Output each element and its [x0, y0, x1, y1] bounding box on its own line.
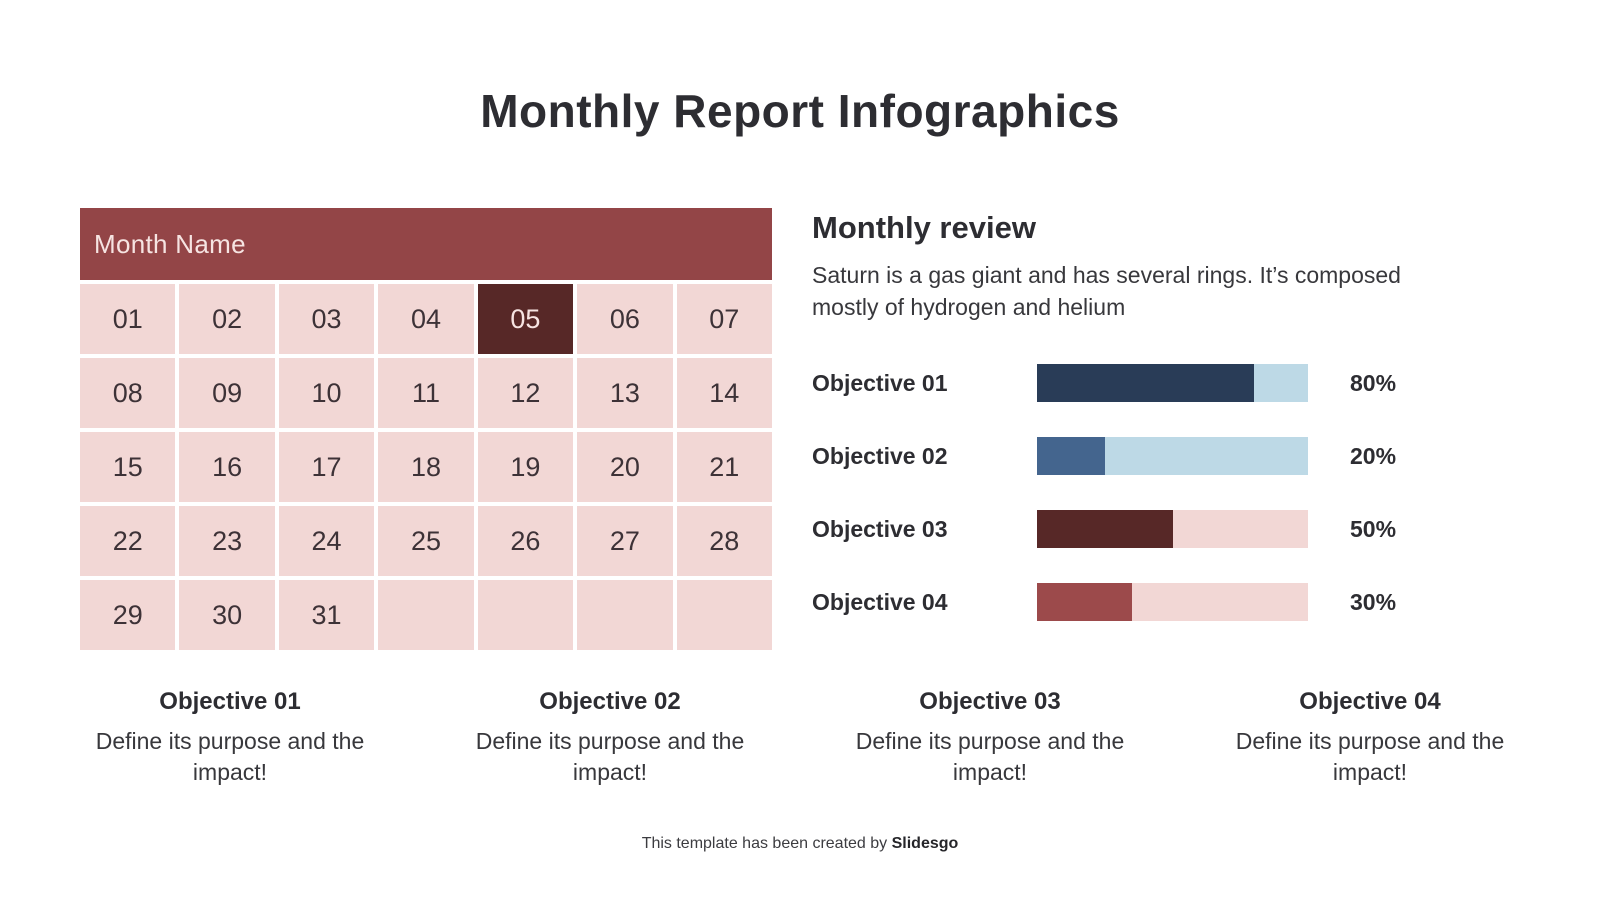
calendar-empty-cell: [577, 580, 673, 650]
footer-brand: Slidesgo: [891, 835, 959, 852]
objective-summary-description: Define its purpose and the impact!: [1235, 728, 1505, 786]
progress-bar-track: [1037, 510, 1308, 548]
calendar-day-cell: 30: [179, 580, 275, 650]
objective-summary-title: Objective 03: [919, 688, 1061, 715]
page-title: Monthly Report Infographics: [480, 85, 1120, 137]
footer-credit: This template has been created by Slides…: [0, 835, 1600, 853]
calendar-day-cell: 18: [378, 432, 474, 502]
calendar-day-cell: 06: [577, 284, 673, 354]
objective-summary-title: Objective 02: [539, 688, 681, 715]
calendar-empty-cell: [378, 580, 474, 650]
objective-bar-row: Objective 04 30%: [812, 583, 1452, 621]
calendar-day-cell: 31: [278, 580, 375, 650]
review-heading: Monthly review: [812, 210, 1036, 245]
calendar-day-cell: 21: [676, 432, 772, 502]
calendar-day-cell: 04: [378, 284, 474, 354]
progress-bar-track: [1037, 583, 1308, 621]
calendar-day-cell: 27: [577, 506, 673, 576]
progress-bar-track: [1037, 364, 1308, 402]
calendar-day-cell: 10: [278, 358, 375, 428]
calendar: Month Name 01 02 03 04 05 06 07 08 09 10 11 12 13 14 1…: [80, 208, 772, 650]
calendar-day-cell: 08: [80, 358, 176, 428]
objective-bar-row: Objective 02 20%: [812, 437, 1452, 475]
objective-summary-title: Objective 04: [1299, 688, 1441, 715]
objective-summary-description: Define its purpose and the impact!: [95, 728, 365, 786]
progress-bar-fill: [1037, 364, 1254, 402]
objective-summary: Objective 03 Define its purpose and the i…: [800, 688, 1180, 788]
progress-bar-fill: [1037, 437, 1105, 475]
calendar-day-cell: 23: [179, 506, 275, 576]
calendar-month-header: Month Name: [80, 208, 772, 280]
objective-summary: Objective 01 Define its purpose and the i…: [40, 688, 420, 788]
objective-bar-row: Objective 01 80%: [812, 364, 1452, 402]
calendar-day-cell: 16: [179, 432, 275, 502]
calendar-day-cell: 28: [676, 506, 772, 576]
calendar-day-cell: 17: [278, 432, 375, 502]
objective-summary: Objective 04 Define its purpose and the i…: [1180, 688, 1560, 788]
calendar-day-cell: 20: [577, 432, 673, 502]
calendar-day-cell: 11: [378, 358, 474, 428]
calendar-day-cell: 26: [477, 506, 574, 576]
footer-text: This template has been created by: [641, 835, 892, 852]
objective-progress-bars: Objective 01 80% Objective 02 20% Objective …: [812, 364, 1452, 656]
calendar-day-cell: 22: [80, 506, 176, 576]
objective-bar-label: Objective 04: [812, 588, 948, 615]
calendar-day-cell: 07: [676, 284, 772, 354]
calendar-empty-cell: [676, 580, 772, 650]
calendar-day-cell: 29: [80, 580, 176, 650]
objective-summary-description: Define its purpose and the impact!: [475, 728, 745, 786]
calendar-day-cell: 14: [676, 358, 772, 428]
objective-percent-value: 80%: [1350, 369, 1397, 396]
objective-summary-description: Define its purpose and the impact!: [855, 728, 1125, 786]
monthly-review-section: Monthly review Saturn is a gas giant and…: [812, 210, 1462, 323]
objective-summary: Objective 02 Define its purpose and the i…: [420, 688, 800, 788]
objective-percent-value: 20%: [1350, 442, 1397, 469]
calendar-day-cell: 01: [80, 284, 176, 354]
calendar-day-cell: 19: [477, 432, 574, 502]
calendar-empty-cell: [477, 580, 574, 650]
month-name-label: Month Name: [94, 228, 246, 259]
objective-bar-label: Objective 01: [812, 369, 948, 396]
calendar-day-cell: 13: [577, 358, 673, 428]
calendar-day-cell-highlighted: 05: [477, 284, 574, 354]
objective-percent-value: 30%: [1350, 588, 1397, 615]
calendar-grid: 01 02 03 04 05 06 07 08 09 10 11 12 13 14 15 16 17 18 19 20…: [80, 284, 772, 650]
objective-percent-value: 50%: [1350, 515, 1397, 542]
calendar-day-cell: 25: [378, 506, 474, 576]
calendar-day-cell: 02: [179, 284, 275, 354]
progress-bar-fill: [1037, 510, 1173, 548]
review-body-text: Saturn is a gas giant and has several ri…: [812, 262, 1401, 320]
objective-bar-label: Objective 02: [812, 442, 948, 469]
objective-bar-label: Objective 03: [812, 515, 948, 542]
calendar-day-cell: 09: [179, 358, 275, 428]
calendar-day-cell: 03: [278, 284, 375, 354]
objectives-row: Objective 01 Define its purpose and the i…: [40, 688, 1560, 788]
calendar-day-cell: 12: [477, 358, 574, 428]
calendar-day-cell: 24: [278, 506, 375, 576]
calendar-day-cell: 15: [80, 432, 176, 502]
progress-bar-track: [1037, 437, 1308, 475]
objective-bar-row: Objective 03 50%: [812, 510, 1452, 548]
objective-summary-title: Objective 01: [159, 688, 301, 715]
progress-bar-fill: [1037, 583, 1132, 621]
